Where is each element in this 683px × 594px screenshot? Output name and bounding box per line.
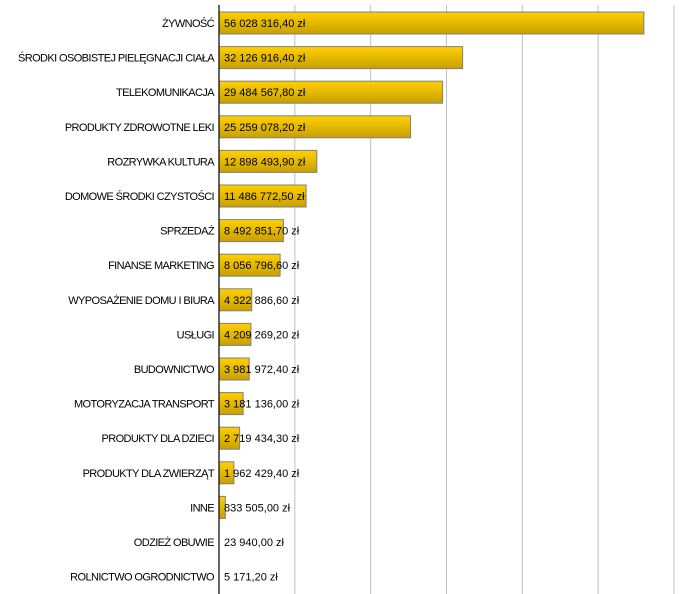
category-label: INNE [190, 502, 214, 514]
category-label: DOMOWE ŚRODKI CZYSTOŚCI [65, 190, 215, 203]
data-label: 8 492 851,70 zł [224, 226, 300, 238]
category-label: ROZRYWKA KULTURA [107, 156, 215, 168]
category-label: WYPOSAŻENIE DOMU I BIURA [68, 294, 215, 307]
data-label: 1 962 429,40 zł [224, 468, 300, 480]
category-label: PRODUKTY ZDROWOTNE LEKI [65, 122, 215, 134]
data-label: 29 484 567,80 zł [224, 87, 306, 99]
category-labels: ŻYWNOŚĆ ŚRODKI OSOBISTEJ PIELĘGNACJI CIAŁ… [18, 17, 216, 584]
data-label: 56 028 316,40 zł [224, 18, 306, 30]
data-label: 3 981 972,40 zł [224, 364, 300, 376]
category-label: PRODUKTY DLA DZIECI [102, 433, 215, 445]
data-label: 4 322 886,60 zł [224, 295, 300, 307]
category-label: PRODUKTY DLA ZWIERZĄT [83, 468, 215, 480]
category-label: ODZIEŻ OBUWIE [134, 536, 214, 549]
data-label: 5 171,20 zł [224, 572, 278, 584]
category-label: SPRZEDAŻ [160, 225, 215, 238]
data-label: 2 719 434,30 zł [224, 433, 300, 445]
category-label: FINANSE MARKETING [108, 260, 214, 272]
data-labels: 56 028 316,40 zł 32 126 916,40 zł 29 484 5… [224, 18, 306, 584]
category-label: BUDOWNICTWO [134, 364, 215, 376]
data-label: 4 209 269,20 zł [224, 329, 300, 341]
category-label: ŻYWNOŚĆ [162, 17, 215, 30]
data-label: 3 181 136,00 zł [224, 399, 300, 411]
data-label: 12 898 493,90 zł [224, 156, 306, 168]
category-label: USŁUGI [177, 329, 215, 341]
data-label: 8 056 796,60 zł [224, 260, 300, 272]
data-label: 833 505,00 zł [224, 502, 291, 514]
category-label: ŚRODKI OSOBISTEJ PIELĘGNACJI CIAŁA [18, 52, 215, 65]
category-label: TELEKOMUNIKACJA [116, 87, 215, 99]
data-label: 23 940,00 zł [224, 537, 284, 549]
category-label: ROLNICTWO OGRODNICTWO [70, 572, 215, 584]
data-label: 32 126 916,40 zł [224, 53, 306, 65]
data-label: 11 486 772,50 zł [224, 191, 305, 203]
data-label: 25 259 078,20 zł [224, 122, 306, 134]
category-label: MOTORYZACJA TRANSPORT [74, 399, 215, 411]
